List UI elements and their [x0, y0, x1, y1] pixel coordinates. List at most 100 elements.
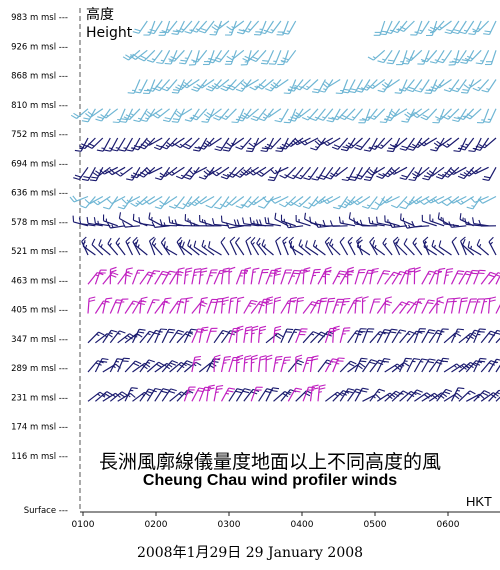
wind-barb [477, 195, 497, 204]
wind-barb [102, 297, 113, 314]
wind-barb [324, 266, 332, 285]
time-label: 0600 [437, 520, 460, 530]
wind-barb [294, 166, 311, 180]
wind-barb [161, 388, 177, 402]
wind-barb [423, 240, 438, 256]
wind-barb [448, 195, 467, 204]
wind-barb [399, 357, 412, 373]
wind-barb [443, 79, 460, 93]
wind-barb [305, 240, 319, 256]
wind-barb [280, 49, 297, 63]
wind-barb [293, 79, 311, 91]
height-label: 694 m msl --- [11, 159, 68, 169]
wind-barb [226, 20, 245, 31]
wind-barb [408, 167, 423, 182]
wind-barb [166, 137, 185, 147]
wind-barb [407, 137, 423, 151]
wind-barb [495, 274, 500, 285]
wind-barb [177, 196, 193, 210]
wind-barb [309, 268, 321, 285]
wind-barb [442, 108, 460, 120]
wind-barb [129, 49, 148, 60]
wind-barb [399, 166, 415, 181]
wind-barb [495, 364, 500, 373]
wind-barb [417, 50, 430, 65]
wind-barb [243, 326, 253, 343]
wind-barb [432, 108, 445, 124]
wind-barb [243, 267, 252, 285]
wind-barb [339, 327, 351, 343]
wind-barb [406, 267, 416, 285]
wind-barb [87, 391, 106, 402]
wind-barb [152, 108, 170, 119]
wind-barb [308, 196, 326, 207]
wind-barb [436, 328, 449, 344]
wind-barb [131, 328, 146, 344]
wind-barb [146, 270, 161, 285]
wind-barb [476, 108, 490, 124]
wind-barb [326, 108, 341, 123]
wind-barb [240, 166, 259, 176]
time-label: 0200 [145, 520, 168, 530]
time-axis: 0100 0200 0300 0400 0500 0600 [72, 512, 460, 530]
height-label: 983 m msl --- [11, 13, 68, 23]
wind-barb [235, 388, 251, 402]
wind-barb [388, 166, 408, 175]
wind-barb [376, 166, 393, 180]
wind-barb [465, 298, 477, 314]
wind-barb [354, 137, 371, 151]
wind-barb [355, 79, 371, 93]
wind-barb [436, 267, 446, 285]
wind-barb [332, 357, 345, 373]
wind-barb [112, 108, 126, 124]
wind-barb [413, 328, 426, 344]
wind-barb [189, 196, 208, 207]
wind-barb [464, 49, 482, 62]
wind-barb [95, 108, 111, 122]
wind-barb [117, 333, 136, 344]
wind-barb [265, 20, 282, 34]
height-label: 347 m msl --- [11, 335, 68, 345]
wind-barb [339, 360, 357, 373]
wind-barb [287, 79, 304, 92]
wind-barb [485, 50, 497, 66]
wind-barb [242, 196, 260, 208]
wind-barb [275, 137, 289, 153]
wind-barb [389, 108, 408, 118]
wind-barb [274, 108, 289, 123]
wind-barb [169, 196, 185, 209]
wind-barb [162, 108, 178, 123]
wind-barb [317, 108, 334, 121]
time-label: 0300 [218, 520, 241, 530]
wind-barb [391, 20, 408, 34]
height-label: 810 m msl --- [11, 101, 68, 111]
wind-barb [183, 267, 193, 285]
wind-barb [220, 267, 230, 285]
wind-barb [182, 196, 200, 208]
wind-barb [203, 108, 222, 119]
wind-barb [198, 326, 209, 343]
wind-barb [138, 137, 156, 150]
wind-barb [73, 166, 89, 181]
wind-barb [301, 108, 319, 121]
wind-barb [124, 267, 133, 285]
wind-barb [213, 354, 221, 373]
wind-barb [272, 355, 283, 373]
wind-barb [394, 79, 408, 94]
wind-barb [263, 108, 282, 118]
height-label: 636 m msl --- [11, 189, 68, 199]
wind-barb [369, 298, 381, 314]
wind-barb [258, 268, 269, 285]
wind-barb [309, 355, 319, 373]
wind-barb [241, 108, 259, 119]
wind-barb [414, 79, 430, 93]
wind-barb [228, 388, 244, 402]
wind-barb [450, 297, 461, 314]
wind-barb [198, 137, 215, 150]
wind-barb [384, 328, 398, 344]
wind-barb [102, 214, 118, 227]
wind-barb [213, 108, 230, 121]
wind-barb [147, 20, 163, 35]
wind-barb [226, 196, 245, 206]
wind-barb [458, 297, 468, 314]
